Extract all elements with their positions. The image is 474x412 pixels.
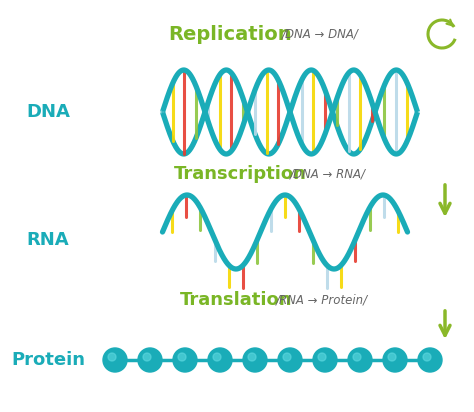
Text: RNA: RNA	[27, 231, 69, 249]
Text: /DNA → DNA/: /DNA → DNA/	[282, 28, 358, 40]
Circle shape	[143, 353, 151, 361]
Text: Replication: Replication	[168, 24, 292, 44]
Circle shape	[418, 348, 442, 372]
Circle shape	[178, 353, 186, 361]
Text: /RNA → Protein/: /RNA → Protein/	[276, 293, 368, 307]
Circle shape	[423, 353, 431, 361]
Circle shape	[243, 348, 267, 372]
Text: DNA: DNA	[26, 103, 70, 121]
Circle shape	[383, 348, 407, 372]
Circle shape	[208, 348, 232, 372]
Circle shape	[388, 353, 396, 361]
Text: Protein: Protein	[11, 351, 85, 369]
Text: Transcription: Transcription	[173, 165, 306, 183]
Text: Translation: Translation	[180, 291, 292, 309]
Circle shape	[213, 353, 221, 361]
Circle shape	[108, 353, 116, 361]
Circle shape	[313, 348, 337, 372]
Circle shape	[283, 353, 291, 361]
Circle shape	[348, 348, 372, 372]
Circle shape	[278, 348, 302, 372]
Circle shape	[173, 348, 197, 372]
Circle shape	[248, 353, 256, 361]
Circle shape	[103, 348, 127, 372]
Text: /DNA → RNA/: /DNA → RNA/	[290, 168, 366, 180]
Circle shape	[318, 353, 326, 361]
Circle shape	[353, 353, 361, 361]
Circle shape	[138, 348, 162, 372]
